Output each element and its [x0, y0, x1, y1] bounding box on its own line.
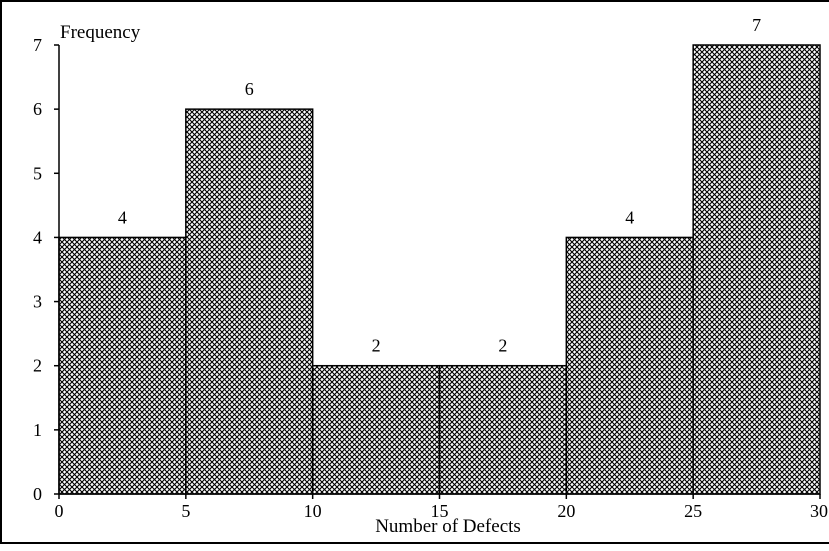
- bar-data-label: 2: [498, 336, 507, 356]
- y-axis-title: Frequency: [60, 22, 141, 43]
- histogram-bar: [440, 366, 567, 494]
- bar-data-label: 2: [372, 336, 381, 356]
- x-tick-label: 25: [684, 501, 702, 521]
- histogram-bar: [693, 45, 820, 494]
- x-tick-label: 0: [55, 501, 64, 521]
- y-tick-label: 1: [33, 420, 42, 440]
- y-tick-label: 6: [33, 99, 42, 119]
- histogram-bar: [566, 237, 693, 494]
- histogram-bar: [313, 366, 440, 494]
- y-tick-label: 2: [33, 356, 42, 376]
- histogram-bar: [186, 109, 313, 494]
- bars-layer: [59, 45, 820, 494]
- x-tick-label: 30: [810, 501, 828, 521]
- y-tick-label: 3: [33, 292, 42, 312]
- x-tick-label: 20: [557, 501, 575, 521]
- bar-data-label: 4: [118, 207, 127, 227]
- x-tick-label: 5: [181, 501, 190, 521]
- y-tick-label: 0: [33, 484, 42, 504]
- y-tick-label: 5: [33, 163, 42, 183]
- x-axis-title: Number of Defects: [375, 516, 521, 537]
- x-tick-label: 10: [304, 501, 322, 521]
- bar-data-label: 6: [245, 79, 254, 99]
- histogram-bar: [59, 237, 186, 494]
- y-tick-label: 4: [33, 227, 42, 247]
- bar-data-label: 4: [625, 207, 634, 227]
- bar-data-label: 7: [752, 15, 761, 35]
- y-tick-label: 7: [33, 35, 42, 55]
